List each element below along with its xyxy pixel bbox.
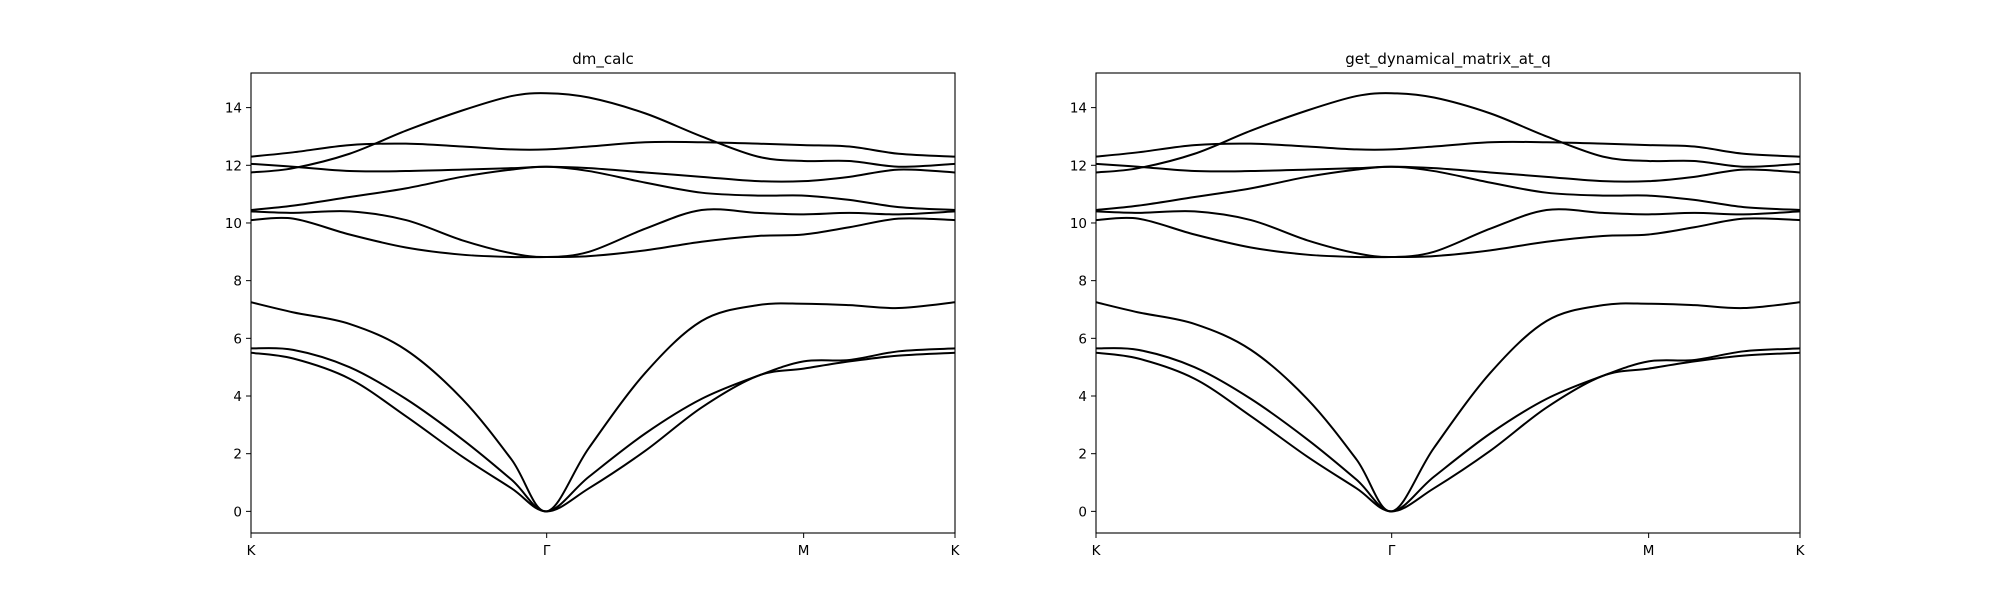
x-tick-label: K (247, 543, 257, 559)
y-tick-label: 2 (233, 447, 242, 463)
series-line-1 (1096, 351, 1800, 513)
y-tick-label: 10 (225, 216, 242, 232)
y-tick-label: 10 (1070, 216, 1087, 232)
y-tick-label: 2 (1078, 447, 1087, 463)
plot-frame (1095, 72, 1801, 534)
series-line-6 (1096, 165, 1800, 211)
chart-panel-2: get_dynamical_matrix_at_q 0 2 4 6 8 10 12 14 K Γ M K (1070, 50, 1806, 559)
series-line-8 (1096, 92, 1800, 174)
y-tick-label: 0 (1078, 504, 1087, 520)
y-tick-label: 8 (233, 274, 242, 290)
chart-panel-1: dm_calc 0 2 4 6 8 10 12 14 K Γ M K (225, 50, 961, 559)
plot-frame (250, 72, 956, 534)
series-group (251, 92, 955, 513)
series-line-1 (251, 351, 955, 513)
y-tick-label: 12 (225, 158, 242, 174)
chart-title: get_dynamical_matrix_at_q (1345, 50, 1551, 69)
x-tick-label: K (1796, 543, 1806, 559)
series-line-9 (1096, 140, 1800, 158)
x-tick-label: K (951, 543, 961, 559)
series-line-2 (251, 347, 955, 513)
y-tick-label: 14 (225, 101, 242, 117)
series-line-3 (251, 301, 955, 513)
x-tick-label: M (798, 543, 810, 559)
series-line-3 (1096, 301, 1800, 513)
y-tick-label: 6 (1078, 331, 1087, 347)
series-line-5 (1096, 208, 1800, 259)
y-tick-label: 14 (1070, 101, 1087, 117)
y-tick-label: 0 (233, 504, 242, 520)
y-tick-label: 4 (233, 389, 242, 405)
series-line-4 (251, 216, 955, 259)
series-line-8 (251, 92, 955, 174)
series-group (1096, 92, 1800, 513)
series-line-5 (251, 208, 955, 259)
series-line-6 (251, 165, 955, 211)
y-tick-label: 6 (233, 331, 242, 347)
y-tick-label: 12 (1070, 158, 1087, 174)
x-tick-label: K (1092, 543, 1102, 559)
x-tick-label: Γ (543, 543, 551, 559)
x-tick-label: M (1643, 543, 1655, 559)
series-line-7 (251, 162, 955, 183)
series-line-2 (1096, 347, 1800, 513)
series-line-7 (1096, 162, 1800, 183)
x-tick-label: Γ (1388, 543, 1396, 559)
series-line-4 (1096, 216, 1800, 259)
y-tick-label: 4 (1078, 389, 1087, 405)
series-line-9 (251, 140, 955, 158)
chart-title: dm_calc (572, 50, 634, 69)
y-tick-label: 8 (1078, 274, 1087, 290)
